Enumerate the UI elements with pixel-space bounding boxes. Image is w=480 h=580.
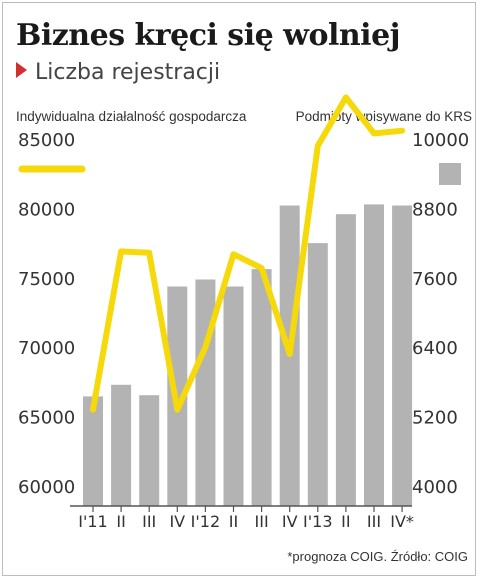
right-tick-label: 5200 [412,408,458,429]
left-axis-label: Indywidualna działalność gospodarcza [16,109,247,124]
x-tick-label: II [229,512,238,531]
right-tick-label: 8800 [412,199,458,220]
triangle-marker-icon [16,62,27,78]
legend-bar-swatch [439,163,461,185]
x-tick-label: III [255,512,269,531]
bar [392,205,413,506]
x-tick-label: IV [282,512,298,531]
left-tick-label: 60000 [18,477,75,498]
bar [251,269,272,506]
left-tick-label: 70000 [18,338,75,359]
line-series [90,94,406,413]
bar [195,279,216,506]
chart-frame [2,2,476,576]
subtitle-text: Liczba rejestracji [35,60,221,85]
chart-title: Biznes kręci się wolniej [16,18,401,53]
bar [364,204,384,506]
right-tick-label: 10000 [412,130,469,151]
chart-subtitle: Liczba rejestracji [16,60,220,85]
x-tick-label: IV* [390,512,414,531]
bar [83,396,103,506]
left-tick-label: 65000 [18,408,75,429]
bar [307,243,328,506]
x-tick-label: II [116,512,125,531]
x-tick-label: III [367,512,381,531]
x-tick-label: I'13 [303,512,332,531]
right-tick-label: 6400 [412,338,458,359]
left-tick-label: 75000 [18,269,75,290]
right-tick-label: 7600 [412,269,458,290]
x-tick-label: III [142,512,156,531]
left-tick-label: 80000 [18,199,75,220]
bar [111,384,132,506]
bar [335,214,356,506]
x-tick-label: I'11 [78,512,107,531]
right-tick-label: 4000 [412,477,458,498]
left-tick-label: 85000 [18,130,75,151]
bar [139,395,160,506]
x-tick-label: I'12 [191,512,220,531]
x-tick-label: IV [169,512,185,531]
x-tick-label: II [341,512,350,531]
bar [223,286,244,506]
source-footnote: *prognoza COIG. Źródło: COIG [287,549,468,564]
